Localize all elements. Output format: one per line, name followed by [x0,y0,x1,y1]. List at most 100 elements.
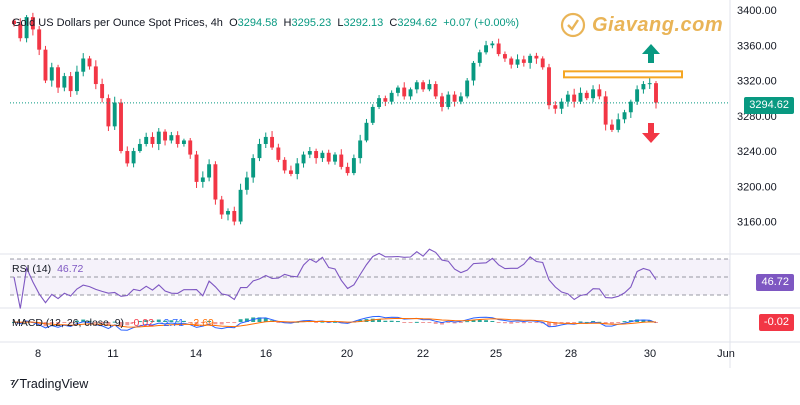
candle-body [339,154,344,167]
price-badge: 3294.62 [744,97,794,114]
candle-body [540,58,545,68]
candle-body [654,83,658,103]
candle-body [93,66,98,85]
macd-hist-bar [622,321,627,323]
candle-body [358,140,363,159]
macd-hist-bar [421,322,426,323]
macd-hist-bar [484,320,489,322]
macd-hist-bar [276,322,281,323]
candle-body [427,84,432,90]
candle-body [553,105,558,109]
macd-hist-bar [603,322,608,325]
macd-value-3: -2.69 [189,317,214,329]
x-tick-label: 20 [341,348,353,360]
high-label: H [283,17,292,29]
candle-body [364,122,369,141]
macd-hist-bar [496,322,501,323]
up-arrow-icon [642,44,660,63]
macd-hist-bar [383,320,388,322]
candle-body [244,177,249,190]
tradingview-brand-text: TradingView [19,376,89,391]
candle-body [87,58,92,67]
candle-body [30,17,35,30]
macd-hist-bar [207,320,212,322]
candle-body [81,58,86,72]
y-tick-label: 3160.00 [737,217,777,229]
candle-body [383,98,388,102]
candle-body [106,98,111,127]
candle-body [389,92,394,102]
macd-hist-bar [200,322,205,323]
macd-hist-bar [528,322,533,323]
macd-hist-bar [389,320,394,322]
candle-body [282,159,287,171]
rsi-value: 46.72 [57,263,84,275]
candle-body [213,164,218,200]
candle-body [465,80,470,97]
candle-body [238,189,243,222]
candle-body [408,89,413,97]
candle-body [509,58,514,65]
low-label: L [337,17,344,29]
macd-hist-bar [194,322,199,325]
macd-hist-bar [169,320,174,322]
rsi-label: RSI (14) [12,263,52,275]
macd-hist-bar [591,320,596,322]
macd-hist-bar [93,322,98,323]
candle-body [12,20,16,25]
macd-hist-bar [584,321,589,323]
macd-hist-bar [74,320,79,322]
macd-hist-bar [175,321,180,323]
watermark-text: Giavang.com [592,13,724,36]
candle-body [100,84,105,99]
candle-body [276,147,281,160]
macd-hist-bar [465,321,470,323]
y-tick-label: 3240.00 [737,146,777,158]
candle-body [175,135,180,144]
candle-body [74,71,79,92]
macd-hist-bar [578,321,583,323]
candle-body [647,83,652,85]
x-tick-label: 11 [107,348,118,360]
macd-hist-bar [144,320,149,322]
macd-hist-bar [232,322,237,324]
rsi-badge: 46.72 [756,274,794,291]
chart-header: Gold US Dollars per Ounce Spot Prices, 4… [12,17,519,29]
macd-hist-bar [238,319,243,322]
macd-hist-bar [408,322,413,323]
candle-body [351,158,356,174]
macd-hist-bar [81,319,86,322]
macd-hist-bar [628,320,633,322]
macd-hist-bar [572,322,577,323]
macd-hist-bar [521,322,526,324]
candle-body [333,154,337,162]
candle-body [119,102,123,152]
macd-hist-bar [49,322,54,324]
candle-body [131,151,136,164]
macd-hist-bar [502,322,507,324]
candle-body [515,59,520,65]
macd-signal-line [13,317,657,328]
candle-body [181,140,186,144]
candle-body [446,94,451,107]
macd-hist-bar [219,322,224,325]
candle-body [163,131,168,141]
candle-body [597,89,602,97]
candle-body [200,177,205,182]
macd-hist-bar [515,322,520,323]
candle-body [194,154,199,182]
candle-body [502,54,507,59]
x-tick-label: 25 [490,348,502,360]
y-tick-label: 3200.00 [737,181,777,193]
macd-header: MACD (12, 26, close, 9) -0.02 -2.71 -2.69 [12,317,214,329]
macd-hist-bar [288,322,293,324]
candle-body [307,151,312,155]
macd-hist-bar [56,322,61,325]
candle-body [326,152,331,162]
candle-body [188,140,193,155]
macd-hist-bar [226,322,230,323]
tradingview-logo[interactable]: ⁷⁄ TradingView [10,376,88,391]
macd-hist-bar [414,321,419,323]
candle-body [263,136,268,144]
candle-body [622,112,627,120]
